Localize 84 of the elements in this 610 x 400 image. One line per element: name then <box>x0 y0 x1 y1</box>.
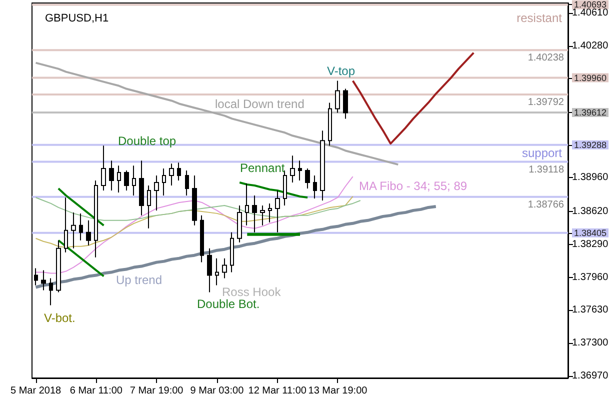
candlestick <box>283 170 287 206</box>
candlestick <box>230 232 234 273</box>
x-tick-label: 12 Mar 11:00 <box>248 386 307 396</box>
candlestick <box>343 88 348 120</box>
line-series <box>35 176 354 274</box>
candlestick <box>275 190 280 233</box>
x-tick-label: 5 Mar 2018 <box>10 386 62 396</box>
candlestick <box>79 212 83 241</box>
y-tick-label: 1.40610 <box>572 7 609 18</box>
y-tick-label: 1.38290 <box>572 238 609 250</box>
candlestick <box>252 194 257 233</box>
line-series <box>35 196 361 221</box>
annotation: resistant <box>516 11 563 25</box>
ref-line-label: 1.40238 <box>528 52 564 64</box>
x-tick-label: 7 Mar 19:00 <box>130 386 184 396</box>
annotation: Double top <box>118 134 176 148</box>
annotation: Up trend <box>116 273 162 287</box>
candlestick <box>335 80 340 114</box>
ref-line-label: 1.39792 <box>528 97 564 108</box>
candlestick <box>117 165 121 193</box>
candlestick <box>222 258 227 279</box>
candlestick <box>41 270 46 291</box>
candlestick <box>260 204 265 226</box>
candlestick <box>86 220 91 246</box>
candlestick <box>305 168 310 190</box>
x-tick-label: 6 Mar 11:00 <box>70 386 123 396</box>
annotation: V-top <box>327 64 356 78</box>
line-series <box>34 204 438 289</box>
ref-line-label: 1.39118 <box>528 164 564 176</box>
line-series <box>57 239 105 278</box>
y-tick-label: 1.39960 <box>574 72 607 83</box>
text: GBPUSD,H1 <box>45 12 109 24</box>
candlestick <box>109 160 114 191</box>
candlestick <box>94 180 98 258</box>
line-series <box>57 188 105 226</box>
candlestick <box>147 185 151 229</box>
candlestick <box>200 214 204 263</box>
y-tick-label: 1.37300 <box>572 338 609 349</box>
candlestick <box>298 160 302 182</box>
candlestick <box>328 102 332 146</box>
candlestick <box>268 202 272 223</box>
candlestick <box>320 130 325 201</box>
annotation: support <box>522 146 563 160</box>
candlestick <box>101 145 106 191</box>
candlestick <box>215 258 219 286</box>
y-tick-label: 1.38620 <box>572 206 609 217</box>
candlestick <box>290 155 295 184</box>
candlestick <box>177 162 181 182</box>
candlestick <box>237 204 242 243</box>
annotation: local Down trend <box>215 97 304 111</box>
candlestick <box>124 170 129 191</box>
annotation: Double Bot. <box>197 297 260 311</box>
candlestick <box>64 196 68 253</box>
x-tick-label: 13 Mar 19:00 <box>308 386 368 396</box>
line-series <box>238 182 309 198</box>
x-tick-label: 9 Mar 03:00 <box>190 386 244 396</box>
candlestick <box>49 278 53 306</box>
y-tick-label: 1.37630 <box>572 304 609 316</box>
candlestick <box>169 163 174 186</box>
annotation: Pennant <box>240 161 286 175</box>
candlestick <box>132 165 136 196</box>
candlestick <box>192 175 197 226</box>
ref-line-label: 1.38766 <box>528 199 564 210</box>
candlestick <box>207 248 212 293</box>
candlestick <box>56 240 61 293</box>
annotation: Ross Hook <box>222 285 282 299</box>
candlestick <box>162 168 166 196</box>
candlestick <box>34 268 38 286</box>
y-tick-label: 1.38960 <box>572 172 609 184</box>
candlestick <box>139 160 144 216</box>
y-tick-label: 1.37960 <box>572 272 609 283</box>
candlestick <box>245 183 249 226</box>
candlestick <box>185 170 189 196</box>
y-tick-label: 1.36970 <box>572 370 609 382</box>
annotation: V-bot. <box>44 311 76 325</box>
candlestick <box>154 175 159 211</box>
annotation: MA Fibo - 34; 55; 89 <box>359 179 468 193</box>
candlestick <box>313 175 317 199</box>
y-tick-label: 1.40280 <box>572 40 609 52</box>
y-tick-label: 1.40693 <box>574 0 607 10</box>
y-tick-label: 1.39612 <box>574 108 607 118</box>
candlestick <box>71 212 76 249</box>
y-tick-label: 1.39288 <box>574 140 607 150</box>
y-tick-label: 1.38405 <box>574 228 607 238</box>
